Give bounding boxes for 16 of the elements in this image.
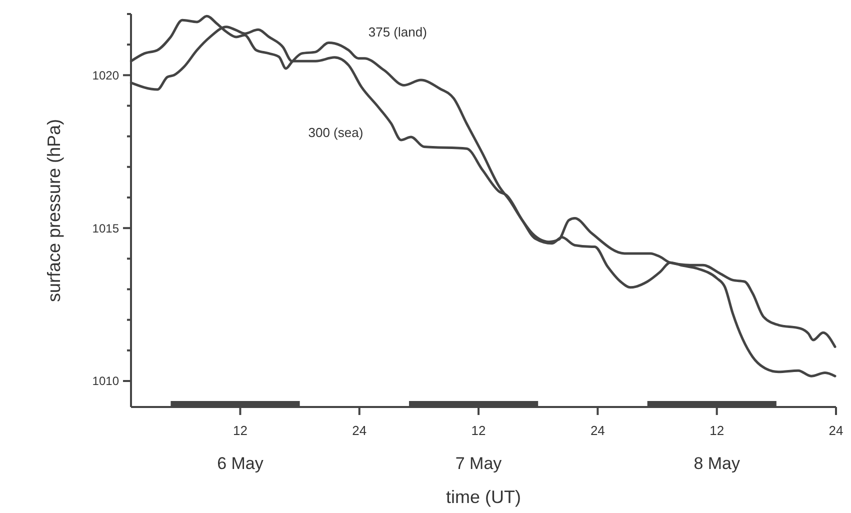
x-tick-label: 12 (232, 423, 248, 438)
y-tick-label: 1020 (92, 68, 120, 82)
series-label: 375 (land) (368, 24, 427, 40)
y-tick-label: 1010 (92, 374, 120, 388)
x-tick-label: 24 (828, 423, 844, 438)
y-tick-label: 1015 (92, 221, 120, 236)
series-label: 300 (sea) (308, 124, 364, 140)
text: 6 May (217, 454, 264, 473)
text: 7 May (455, 454, 502, 473)
x-axis-title: time (UT) (446, 487, 521, 507)
x-tick-label: 12 (710, 423, 724, 438)
x-tick-label: 24 (352, 423, 367, 438)
y-axis-title: surface pressure (hPa) (44, 118, 64, 302)
x-tick-label: 12 (471, 423, 486, 438)
text: 8 May (694, 454, 740, 473)
x-tick-label: 24 (590, 423, 605, 438)
